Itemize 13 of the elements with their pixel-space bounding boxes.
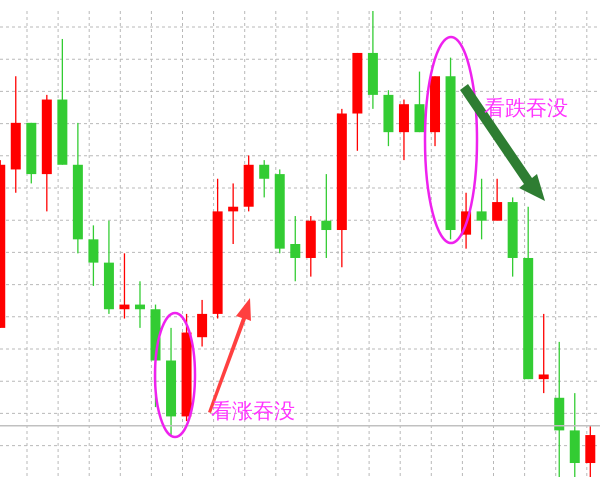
candlestick <box>197 299 208 348</box>
candlestick <box>88 224 98 287</box>
candlestick <box>476 178 487 240</box>
candlestick <box>228 182 238 245</box>
candlestick <box>259 159 270 198</box>
annotation: 看跌吞没 <box>484 96 568 120</box>
candlestick <box>492 178 502 222</box>
candlestick <box>290 215 300 282</box>
candlestick <box>538 313 549 394</box>
candlestick <box>134 280 145 329</box>
candlestick <box>119 252 130 320</box>
candlestick <box>321 173 332 259</box>
annotation: 看涨吞没 <box>211 399 295 423</box>
